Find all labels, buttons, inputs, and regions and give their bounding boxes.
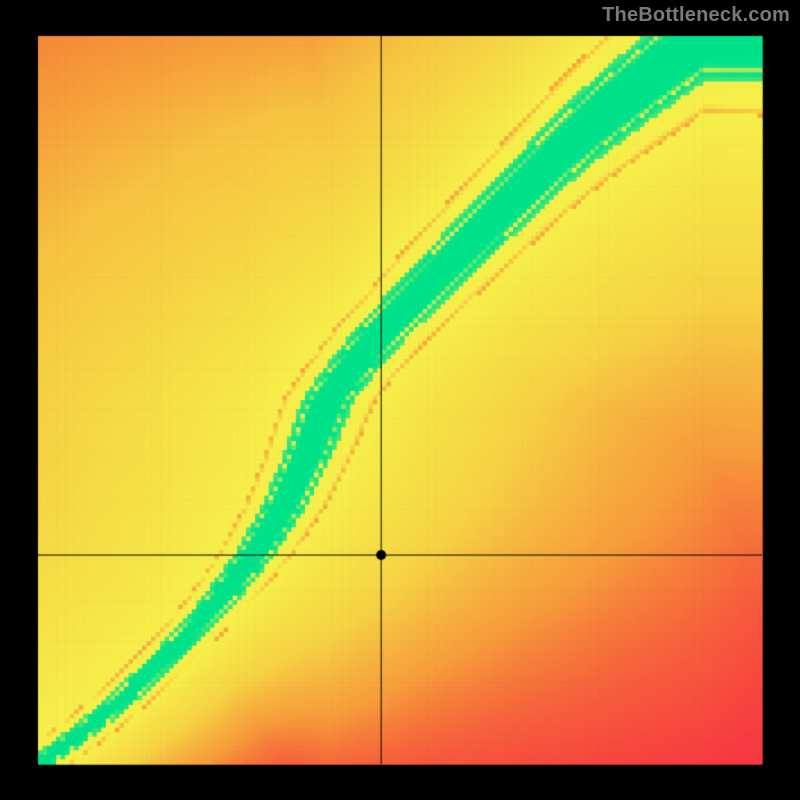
bottleneck-heatmap-container: TheBottleneck.com bbox=[0, 0, 800, 800]
watermark-text: TheBottleneck.com bbox=[602, 4, 790, 27]
heatmap-canvas bbox=[0, 0, 800, 800]
